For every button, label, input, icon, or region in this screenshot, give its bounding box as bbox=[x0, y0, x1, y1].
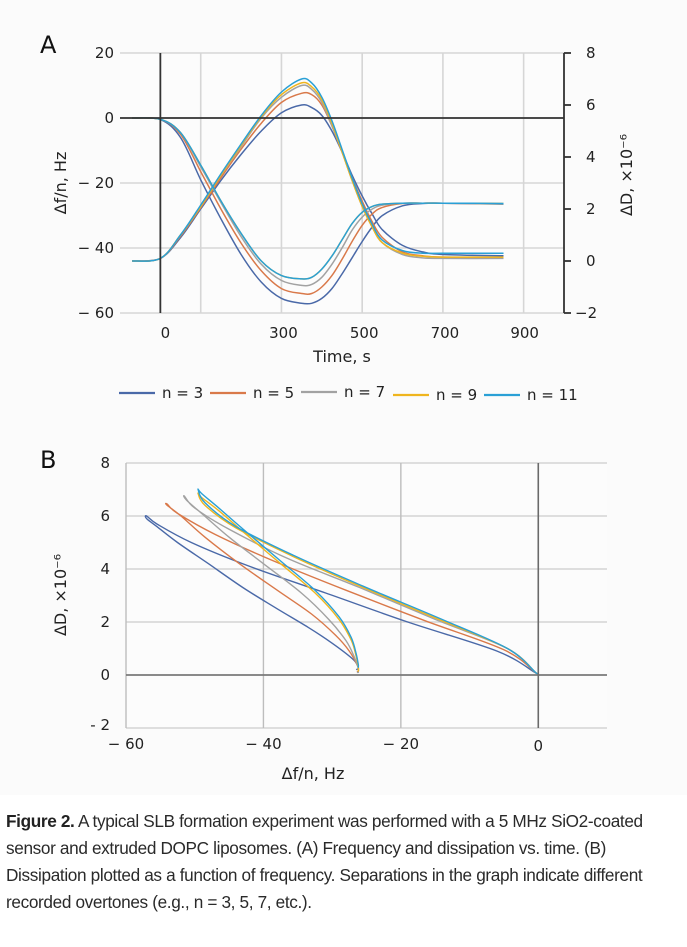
legend-item: n = 9 bbox=[393, 386, 477, 404]
y2-tick-label-a: −2 bbox=[575, 304, 597, 322]
x-axis-title-a: Time, s bbox=[312, 347, 371, 366]
legend-item: n = 11 bbox=[484, 386, 578, 404]
y2-tick-label-a: 8 bbox=[586, 44, 596, 62]
series-lines-a bbox=[132, 77, 504, 305]
legend-item: n = 3 bbox=[119, 384, 203, 402]
series-line-freq-n5 bbox=[132, 116, 504, 295]
chart-a: A 0 300 500 700 900 200− 20− 40− 60 86420−2 … bbox=[40, 31, 636, 404]
y2-tick-label-a: 4 bbox=[586, 148, 596, 166]
y2-tick-label-a: 6 bbox=[586, 96, 596, 114]
x-tick-label-a: 500 bbox=[350, 324, 379, 342]
caption-label: Figure 2. bbox=[6, 811, 75, 831]
y2-tick-labels-a: 8 6 4 2 0 −2 bbox=[575, 44, 597, 322]
x-tick-label-a: 700 bbox=[431, 324, 460, 342]
x-tick-label-a: 900 bbox=[510, 324, 539, 342]
y2-tick-label-a: 0 bbox=[586, 252, 596, 270]
legend-label: n = 9 bbox=[436, 386, 477, 404]
legend-label: n = 11 bbox=[527, 386, 578, 404]
legend-item: n = 5 bbox=[210, 384, 294, 402]
y-tick-label-a: 20 bbox=[95, 44, 114, 62]
x-tick-label-a: 0 bbox=[161, 324, 171, 342]
y-axis-title-a: Δf/n, Hz bbox=[51, 152, 70, 215]
y-tick-label-a: − 60 bbox=[78, 304, 114, 322]
legend-label: n = 7 bbox=[344, 383, 385, 401]
x-tick-labels-a: 0 300 500 700 900 bbox=[161, 324, 539, 342]
series-line-freq-n11 bbox=[132, 117, 504, 280]
legend-label: n = 5 bbox=[253, 384, 294, 402]
panel-letter-a: A bbox=[40, 31, 57, 59]
y-tick-label-a: − 20 bbox=[78, 174, 114, 192]
legend: n = 3 n = 5 n = 7 n = 9 n = 11 bbox=[119, 383, 578, 404]
caption-text: A typical SLB formation experiment was p… bbox=[6, 811, 643, 912]
figure-caption: Figure 2. A typical SLB formation experi… bbox=[6, 808, 682, 916]
y2-tick-label-a: 2 bbox=[586, 200, 596, 218]
legend-item: n = 7 bbox=[301, 383, 385, 401]
series-line-dissipation-n11 bbox=[132, 77, 504, 262]
y2-axis-title-a: ΔD, ×10⁻⁶ bbox=[617, 134, 636, 216]
y-tick-labels-a: 20 0 − 20 − 40 − 60 bbox=[78, 44, 114, 322]
series-line-dissipation-n3 bbox=[132, 104, 504, 262]
axes-a bbox=[120, 52, 571, 314]
x-tick-label-a: 300 bbox=[269, 324, 298, 342]
series-line-dissipation-n9 bbox=[132, 81, 504, 262]
y-tick-label-a: − 40 bbox=[78, 239, 114, 257]
series-line-freq-n3 bbox=[132, 116, 504, 305]
gridlines-a bbox=[120, 52, 564, 314]
legend-label: n = 3 bbox=[162, 384, 203, 402]
y-tick-label-a: 0 bbox=[104, 109, 114, 127]
